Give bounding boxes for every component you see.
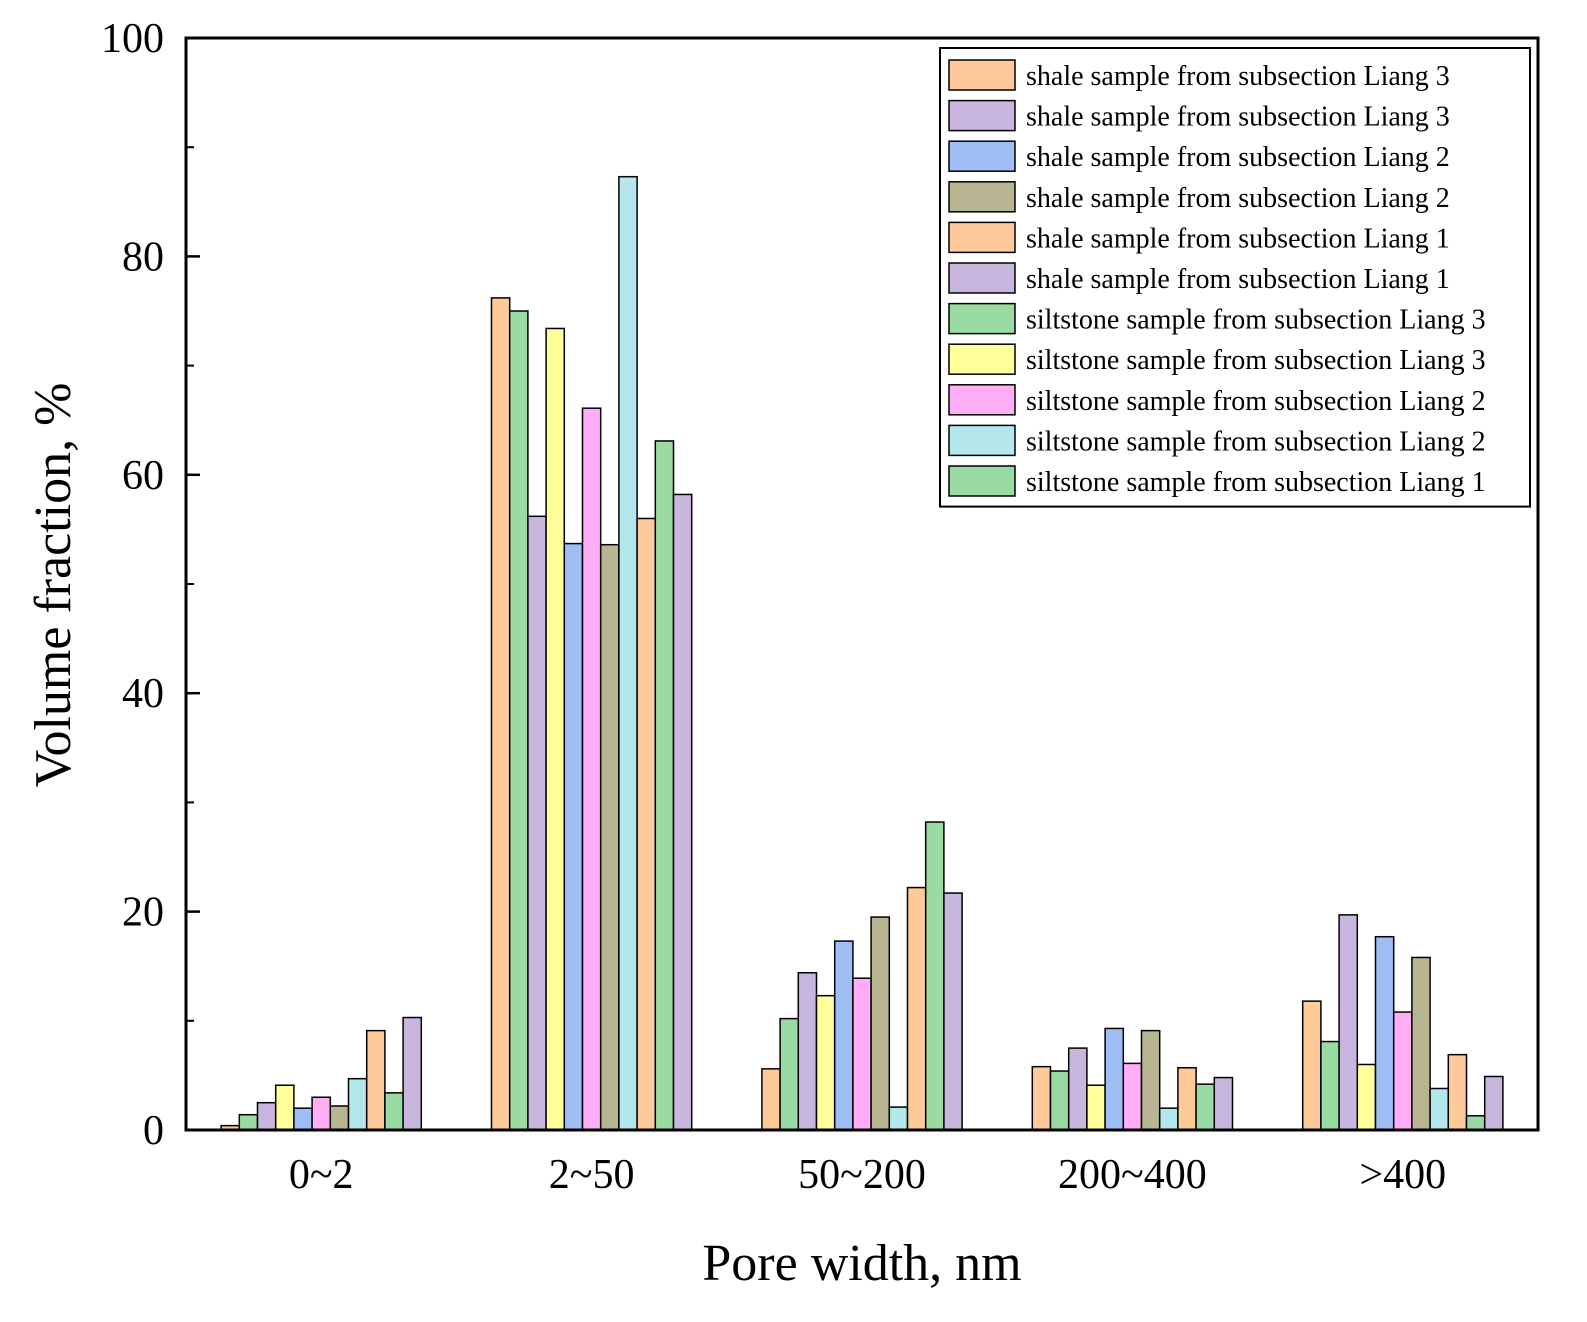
- x-tick-label: 200~400: [1058, 1152, 1207, 1198]
- legend-label: siltstone sample from subsection Liang 3: [1026, 345, 1486, 376]
- legend-swatch: [948, 140, 1016, 172]
- bar-2-6: [870, 916, 891, 1131]
- bar-1-3: [545, 327, 566, 1131]
- y-tick-label: 20: [122, 890, 164, 936]
- bar-0-4: [293, 1107, 313, 1131]
- bar-3-7: [1158, 1107, 1179, 1131]
- bar-0-8: [365, 1029, 386, 1131]
- bar-4-2: [1338, 914, 1359, 1131]
- bar-3-6: [1140, 1029, 1161, 1131]
- bar-2-1: [779, 1017, 800, 1131]
- bar-2-2: [797, 972, 818, 1131]
- legend: shale sample from subsection Liang 3 shal…: [939, 47, 1531, 508]
- legend-label: shale sample from subsection Liang 3: [1026, 102, 1450, 133]
- legend-label: siltstone sample from subsection Liang 1: [1026, 467, 1486, 498]
- bar-2-10: [943, 892, 963, 1131]
- bar-1-7: [618, 175, 638, 1131]
- bar-3-8: [1177, 1067, 1197, 1131]
- bar-3-2: [1067, 1047, 1088, 1131]
- bar-3-10: [1213, 1076, 1234, 1131]
- legend-swatch: [948, 343, 1016, 375]
- bar-4-5: [1392, 1011, 1413, 1131]
- bar-3-3: [1086, 1084, 1106, 1131]
- bar-1-9: [654, 440, 675, 1131]
- ticks-layer: 0 20 40 60 80 100 0~2 2~50 50~200 200~400 >400: [101, 16, 1446, 1198]
- y-tick-label: 80: [122, 234, 164, 280]
- y-axis-label: Volume fraction, %: [25, 383, 82, 788]
- x-tick-label: 2~50: [549, 1152, 635, 1198]
- x-tick-label: 50~200: [798, 1152, 926, 1198]
- x-tick-label: 0~2: [289, 1152, 354, 1198]
- legend-swatch: [948, 181, 1016, 213]
- bar-4-9: [1465, 1115, 1486, 1131]
- y-tick-label: 0: [143, 1108, 164, 1154]
- legend-label: siltstone sample from subsection Liang 3: [1026, 305, 1486, 336]
- bar-4-8: [1447, 1053, 1468, 1131]
- bar-0-10: [402, 1016, 423, 1131]
- legend-swatch: [948, 384, 1016, 416]
- bar-4-1: [1320, 1040, 1340, 1131]
- legend-swatch: [948, 302, 1016, 335]
- bar-3-0: [1031, 1065, 1052, 1131]
- bar-1-4: [563, 542, 584, 1131]
- bar-2-3: [815, 994, 836, 1131]
- bar-3-5: [1122, 1062, 1143, 1131]
- bar-0-9: [384, 1092, 404, 1131]
- x-axis-label: Pore width, nm: [702, 1235, 1021, 1292]
- bar-0-5: [311, 1096, 332, 1131]
- legend-swatch: [948, 221, 1016, 254]
- bar-0-2: [256, 1101, 277, 1131]
- bar-4-4: [1374, 935, 1395, 1131]
- legend-swatch: [948, 424, 1016, 457]
- bar-3-1: [1049, 1070, 1070, 1131]
- bar-1-5: [581, 407, 602, 1131]
- bar-4-6: [1411, 956, 1431, 1131]
- y-tick-label: 60: [122, 453, 164, 499]
- bar-1-10: [672, 493, 693, 1131]
- bar-3-4: [1104, 1027, 1125, 1131]
- bar-4-0: [1301, 1000, 1322, 1131]
- bar-1-2: [527, 515, 547, 1131]
- legend-label: shale sample from subsection Liang 3: [1026, 61, 1450, 92]
- legend-label: shale sample from subsection Liang 2: [1026, 142, 1450, 173]
- bar-0-6: [329, 1105, 350, 1131]
- bar-2-4: [833, 940, 854, 1131]
- bar-2-7: [888, 1106, 909, 1131]
- bar-1-0: [490, 297, 511, 1131]
- legend-label: shale sample from subsection Liang 1: [1026, 223, 1450, 254]
- bar-1-6: [599, 543, 620, 1131]
- legend-box: [939, 47, 1531, 508]
- bar-2-0: [761, 1068, 781, 1131]
- legend-swatch: [948, 99, 1016, 132]
- y-tick-label: 40: [122, 671, 164, 717]
- bar-1-8: [636, 517, 657, 1131]
- legend-label: siltstone sample from subsection Liang 2: [1026, 386, 1486, 417]
- legend-swatch: [948, 465, 1016, 497]
- y-tick-label: 100: [101, 16, 164, 62]
- legend-swatch: [948, 262, 1016, 294]
- legend-swatch: [948, 59, 1016, 91]
- bar-2-9: [924, 821, 945, 1131]
- bar-4-7: [1429, 1087, 1450, 1131]
- bar-2-8: [906, 886, 927, 1131]
- bar-4-3: [1356, 1063, 1377, 1131]
- bar-3-9: [1195, 1083, 1216, 1131]
- legend-label: shale sample from subsection Liang 2: [1026, 183, 1450, 214]
- bar-4-10: [1483, 1075, 1504, 1131]
- bar-2-5: [852, 977, 872, 1131]
- x-tick-label: >400: [1359, 1152, 1446, 1198]
- bar-0-1: [238, 1113, 259, 1131]
- legend-label: shale sample from subsection Liang 1: [1026, 264, 1450, 295]
- bars-layer: [220, 175, 1504, 1131]
- legend-label: siltstone sample from subsection Liang 2: [1026, 426, 1486, 457]
- bar-0-3: [274, 1084, 295, 1131]
- bar-0-7: [347, 1077, 368, 1131]
- bar-1-1: [508, 310, 529, 1131]
